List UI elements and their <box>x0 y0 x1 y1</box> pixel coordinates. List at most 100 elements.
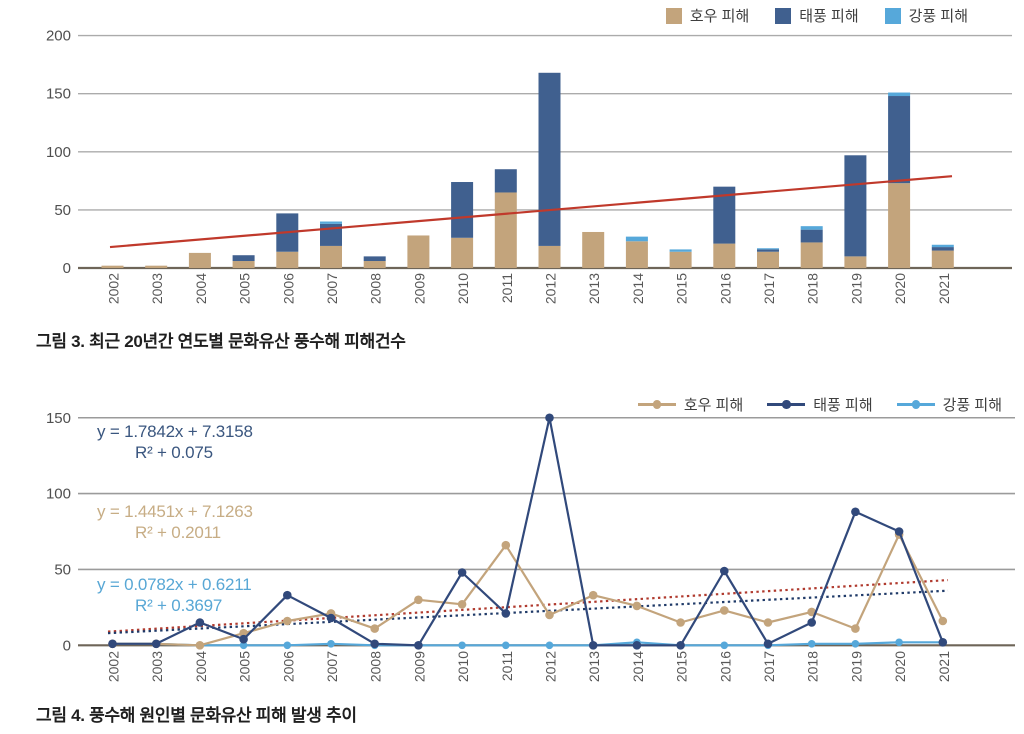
fig3-caption: 그림 3. 최근 20년간 연도별 문화유산 풍수해 피해건수 <box>36 332 406 351</box>
fig4-year-label: 2008 <box>368 651 384 682</box>
fig4-year-label: 2021 <box>936 651 952 682</box>
fig3-year-label: 2017 <box>761 273 777 304</box>
fig4-marker-typhoon <box>239 634 248 644</box>
fig4-marker-rain <box>239 628 248 638</box>
equation-r2: R² + 0.3697 <box>135 596 223 615</box>
equation-text: y = 1.7842x + 7.3158 <box>97 422 253 441</box>
fig4-marker-rain <box>676 618 685 627</box>
legend-label: 태풍 피해 <box>799 8 859 25</box>
bar-2018-wind <box>800 226 823 230</box>
fig4-marker-typhoon <box>763 639 773 649</box>
fig4-year-label: 2013 <box>586 651 602 682</box>
bar-2019-rain <box>844 256 867 268</box>
fig3-legend-item-wind: 강풍 피해 <box>884 5 968 26</box>
fig4-marker-typhoon <box>501 609 511 618</box>
fig4-year-label: 2007 <box>324 651 340 682</box>
equation-r2: R² + 0.075 <box>135 443 213 462</box>
fig4-legend-item-rain: 호우 피해 <box>637 394 743 415</box>
legend-line-marker-typhoon-icon <box>767 400 806 409</box>
bar-2011-typhoon <box>494 169 517 193</box>
fig3-legend-item-rain: 호우 피해 <box>665 5 749 26</box>
bar-2010-typhoon <box>451 182 474 238</box>
bar-2011-rain <box>494 192 517 268</box>
fig4-marker-rain <box>545 610 554 620</box>
fig4-marker-wind <box>239 641 248 650</box>
fig4-dotted-trendline-0 <box>107 578 949 633</box>
bar-2005-rain <box>232 261 255 268</box>
fig3-year-label: 2009 <box>411 273 427 304</box>
fig3-year-label: 2006 <box>280 273 296 304</box>
fig4-year-label: 2012 <box>543 651 559 682</box>
bar-2015-wind <box>669 249 692 252</box>
fig4-year-label: 2015 <box>674 651 690 682</box>
fig4-marker-typhoon <box>807 618 816 627</box>
fig4-marker-typhoon <box>370 639 380 649</box>
bar-2019-typhoon <box>844 155 867 257</box>
fig4-legend-item-wind: 강풍 피해 <box>896 394 1002 415</box>
fig4-year-label: 2004 <box>193 651 209 682</box>
bar-2004-rain <box>188 252 211 268</box>
fig4-year-label: 2016 <box>717 651 733 682</box>
fig4-dotted-trendline-1 <box>107 589 949 635</box>
bar-2005-typhoon <box>232 255 255 262</box>
fig4-marker-typhoon <box>195 618 205 627</box>
fig4-legend-item-typhoon: 태풍 피해 <box>767 394 873 415</box>
fig4-year-label: 2006 <box>280 651 296 682</box>
fig4-marker-wind <box>545 641 554 650</box>
fig4-marker-typhoon <box>283 590 292 600</box>
fig4-ytick-label: 150 <box>46 410 71 427</box>
fig4-marker-rain <box>632 601 642 611</box>
bar-2020-wind <box>888 92 911 97</box>
fig4-marker-typhoon <box>414 641 423 650</box>
fig3-ytick-label: 0 <box>63 260 71 277</box>
fig3-year-label: 2018 <box>805 273 821 304</box>
bar-2007-rain <box>320 245 342 268</box>
fig4-year-label: 2014 <box>630 651 646 682</box>
regression-equation-wind: y = 0.0782x + 0.6211 R² + 0.3697 <box>97 574 252 616</box>
fig3-year-label: 2010 <box>455 273 471 304</box>
fig4-marker-rain <box>283 616 292 626</box>
fig3-axes: 0 50 100 150 200 2002 2003 2004 2005 2006 2007 2008… <box>46 28 1012 304</box>
fig4-line-wind <box>112 641 943 647</box>
bar-2020-rain <box>888 183 911 268</box>
fig4-marker-typhoon <box>938 638 948 647</box>
legend-swatch-rain-icon <box>665 7 682 24</box>
equation-text: y = 0.0782x + 0.6211 <box>97 575 252 594</box>
fig3-bars <box>101 72 954 268</box>
fig4-year-label: 2011 <box>499 651 515 681</box>
fig3-year-label: 2002 <box>106 273 122 304</box>
legend-dot-icon <box>782 400 791 409</box>
fig4-legend: 호우 피해 태풍 피해 강풍 피해 <box>637 394 1002 415</box>
fig4-marker-typhoon <box>457 568 467 577</box>
fig4-marker-typhoon <box>545 413 554 423</box>
bar-2010-rain <box>451 237 474 268</box>
bar-2012-rain <box>538 245 561 268</box>
fig3-year-label: 2011 <box>499 273 515 303</box>
legend-line-marker-rain-icon <box>637 400 676 409</box>
fig4-marker-typhoon <box>151 639 161 649</box>
fig3-ytick-label: 200 <box>46 28 71 45</box>
bar-2021-wind <box>931 244 954 248</box>
fig3-year-label: 2003 <box>149 273 165 304</box>
fig4-year-label: 2020 <box>892 651 908 682</box>
fig4-line-typhoon <box>112 416 944 647</box>
regression-equation-typhoon: y = 1.7842x + 7.3158 R² + 0.075 <box>97 421 253 463</box>
fig4-marker-rain <box>763 618 773 627</box>
fig3-year-label: 2014 <box>630 273 646 304</box>
fig4-year-label: 2010 <box>455 651 471 682</box>
fig4-marker-typhoon <box>632 641 642 650</box>
fig4-year-label: 2003 <box>149 651 165 682</box>
bar-2017-wind <box>757 248 779 250</box>
bar-2015-rain <box>669 251 692 268</box>
fig4-marker-typhoon <box>851 507 860 517</box>
regression-equation-rain: y = 1.4451x + 7.1263 R² + 0.2011 <box>97 501 253 543</box>
bar-2017-typhoon <box>757 249 779 252</box>
fig3-year-label: 2015 <box>674 273 690 304</box>
fig4-marker-rain <box>851 624 860 633</box>
fig4-marker-typhoon <box>326 613 336 623</box>
fig4-marker-rain <box>414 595 423 605</box>
fig4-marker-wind <box>807 640 816 648</box>
fig4-marker-typhoon <box>588 641 598 650</box>
fig3-ytick-label: 100 <box>46 144 71 161</box>
